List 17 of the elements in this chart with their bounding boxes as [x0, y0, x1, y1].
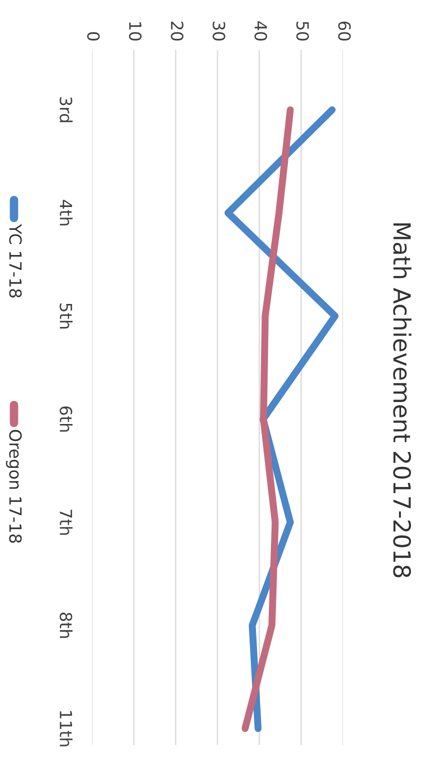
y-tick-label: 8th	[60, 612, 73, 638]
y-tick-label: 6th	[60, 406, 73, 432]
x-tick-label: 40	[254, 21, 268, 41]
x-tick-label: 20	[170, 22, 184, 41]
x-tick-label: 0	[87, 32, 100, 41]
y-tick-label: 3rd	[60, 97, 73, 122]
x-tick-label: 60	[338, 22, 351, 41]
x-tick-label: 10	[128, 22, 142, 41]
text: Math Achievement 2017-2018	[393, 223, 412, 578]
y-tick-label: 4th	[60, 200, 73, 226]
legend-label: YC 17-18	[9, 224, 22, 298]
x-tick-label: 50	[296, 22, 309, 41]
y-tick-label: 11th	[60, 711, 73, 746]
legend-label: Oregon 17-18	[6, 430, 22, 543]
y-tick-label: 7th	[60, 510, 73, 535]
x-tick-label: 30	[212, 22, 226, 41]
y-tick-label: 5th	[60, 303, 73, 328]
